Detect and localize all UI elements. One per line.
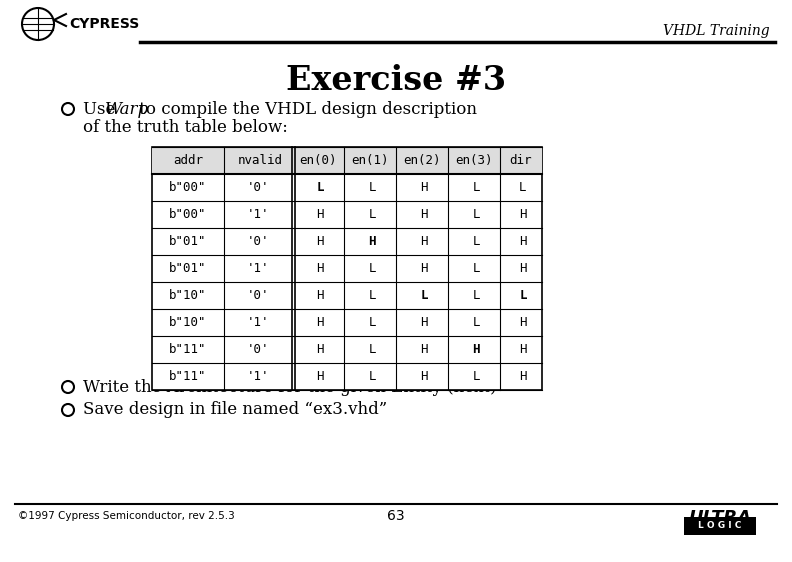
FancyBboxPatch shape [152, 147, 542, 390]
Text: '1': '1' [247, 316, 269, 329]
Text: H: H [421, 235, 428, 248]
Text: '1': '1' [247, 208, 269, 221]
Text: H: H [421, 262, 428, 275]
Text: L: L [472, 370, 480, 383]
Text: en(2): en(2) [403, 154, 441, 167]
Text: b"10": b"10" [169, 316, 207, 329]
Text: L: L [368, 289, 375, 302]
Text: dir: dir [510, 154, 532, 167]
Text: en(3): en(3) [455, 154, 493, 167]
Text: b"11": b"11" [169, 343, 207, 356]
Text: H: H [421, 208, 428, 221]
Text: b"01": b"01" [169, 262, 207, 275]
Text: '1': '1' [247, 370, 269, 383]
Text: '0': '0' [247, 289, 269, 302]
Text: Exercise #3: Exercise #3 [286, 64, 506, 97]
Text: H: H [368, 235, 375, 248]
Text: L: L [368, 262, 375, 275]
Text: H: H [316, 235, 324, 248]
Text: CYPRESS: CYPRESS [69, 17, 139, 31]
Text: b"00": b"00" [169, 208, 207, 221]
Text: H: H [316, 208, 324, 221]
Text: L: L [316, 181, 324, 194]
Text: '0': '0' [247, 235, 269, 248]
Text: of the truth table below:: of the truth table below: [83, 119, 287, 135]
Text: '1': '1' [247, 262, 269, 275]
Text: L: L [368, 316, 375, 329]
Text: L: L [520, 181, 527, 194]
Text: b"01": b"01" [169, 235, 207, 248]
Text: L O G I C: L O G I C [699, 522, 741, 531]
Text: ULTRA: ULTRA [688, 509, 752, 527]
FancyBboxPatch shape [684, 517, 756, 535]
Text: H: H [316, 343, 324, 356]
Text: b"00": b"00" [169, 181, 207, 194]
Text: Use: Use [83, 101, 120, 117]
Text: H: H [421, 316, 428, 329]
Text: Write the Architecture for the given Entity (next): Write the Architecture for the given Ent… [83, 378, 497, 396]
Text: H: H [421, 370, 428, 383]
Text: L: L [472, 262, 480, 275]
Text: L: L [472, 181, 480, 194]
Text: L: L [368, 343, 375, 356]
Text: H: H [520, 262, 527, 275]
Text: L: L [368, 370, 375, 383]
Text: H: H [520, 208, 527, 221]
Text: '0': '0' [247, 343, 269, 356]
Text: H: H [421, 343, 428, 356]
Text: L: L [472, 208, 480, 221]
Text: L: L [421, 289, 428, 302]
Text: '0': '0' [247, 181, 269, 194]
Text: b"10": b"10" [169, 289, 207, 302]
Text: H: H [520, 316, 527, 329]
Text: b"11": b"11" [169, 370, 207, 383]
FancyBboxPatch shape [152, 147, 542, 174]
Text: ©1997 Cypress Semiconductor, rev 2.5.3: ©1997 Cypress Semiconductor, rev 2.5.3 [18, 511, 234, 521]
Text: H: H [520, 370, 527, 383]
Text: H: H [316, 289, 324, 302]
Text: VHDL Training: VHDL Training [664, 24, 770, 38]
Text: L: L [368, 181, 375, 194]
Text: H: H [520, 343, 527, 356]
Text: to compile the VHDL design description: to compile the VHDL design description [134, 101, 477, 117]
Text: H: H [472, 343, 480, 356]
Text: L: L [472, 316, 480, 329]
Text: addr: addr [173, 154, 203, 167]
Text: H: H [421, 181, 428, 194]
Text: L: L [520, 289, 527, 302]
Text: L: L [368, 208, 375, 221]
Text: Warp: Warp [105, 101, 149, 117]
Text: L: L [472, 235, 480, 248]
Text: H: H [316, 370, 324, 383]
Text: H: H [520, 235, 527, 248]
Text: Save design in file named “ex3.vhd”: Save design in file named “ex3.vhd” [83, 401, 387, 419]
Text: en(1): en(1) [351, 154, 389, 167]
Text: nvalid: nvalid [238, 154, 283, 167]
Text: H: H [316, 262, 324, 275]
Text: en(0): en(0) [299, 154, 337, 167]
Text: 63: 63 [387, 509, 405, 523]
Text: H: H [316, 316, 324, 329]
Text: L: L [472, 289, 480, 302]
